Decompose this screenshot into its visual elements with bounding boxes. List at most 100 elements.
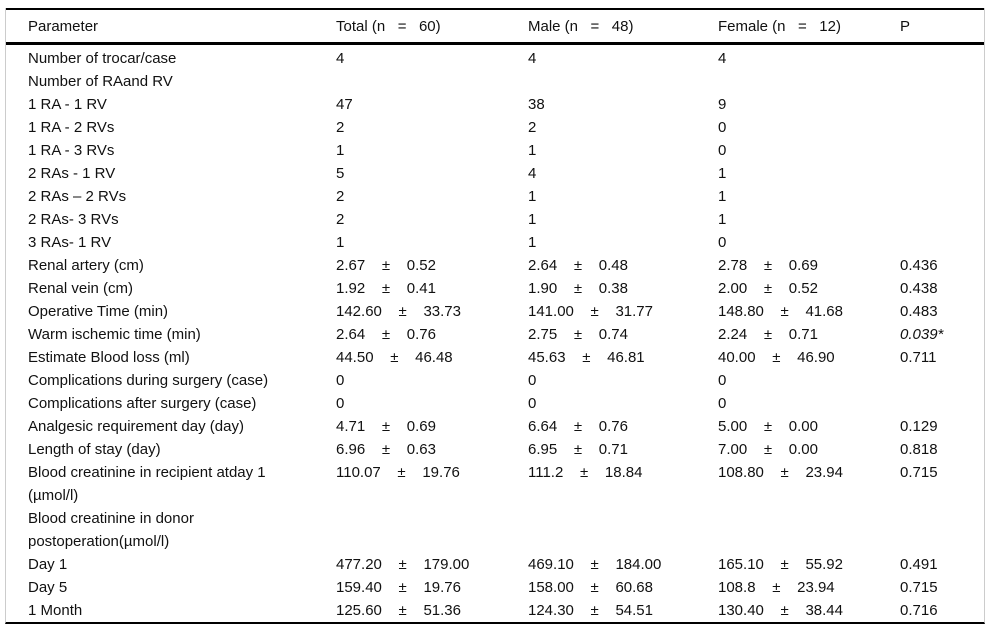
total-cell: 4.71 ± 0.69: [336, 418, 436, 435]
p-value-cell: 0.129: [900, 418, 938, 435]
table-row: 2 RAs – 2 RVs 2 1 1: [6, 185, 984, 208]
female-cell: [718, 507, 900, 553]
female-cell: 0: [718, 234, 727, 251]
parameter-cell: Length of stay (day): [28, 441, 161, 458]
parameter-cell: Complications during surgery (case): [28, 372, 269, 389]
parameter-cell: 1 RA - 2 RVs: [28, 119, 115, 136]
table-row: Blood creatinine in donor postoperation(…: [6, 507, 984, 553]
male-cell: 1: [528, 188, 537, 205]
female-cell: 0: [718, 372, 727, 389]
table-row: Number of trocar/case 4 4 4: [6, 44, 984, 71]
male-cell: 1: [528, 142, 537, 159]
parameter-cell: Number of RAand RV: [28, 73, 173, 90]
male-cell: 2.64 ± 0.48: [528, 257, 628, 274]
male-cell: [528, 70, 718, 93]
table-row: Renal artery (cm) 2.67 ± 0.52 2.64 ± 0.4…: [6, 254, 984, 277]
total-cell: [336, 507, 528, 553]
total-cell: 47: [336, 96, 353, 113]
female-cell: 1: [718, 188, 727, 205]
p-value-cell: 0.039*: [900, 326, 944, 343]
table-row: 2 RAs - 1 RV 5 4 1: [6, 162, 984, 185]
table-row: Day 1 477.20 ± 179.00 469.10 ± 184.00 16…: [6, 553, 984, 576]
total-cell: 477.20 ± 179.00: [336, 556, 470, 573]
male-cell: 1: [528, 234, 537, 251]
female-cell: 2.78 ± 0.69: [718, 257, 818, 274]
table-row: Number of RAand RV: [6, 70, 984, 93]
male-cell: 2.75 ± 0.74: [528, 326, 628, 343]
total-cell: 2: [336, 211, 345, 228]
total-cell: 1.92 ± 0.41: [336, 280, 436, 297]
male-cell: 38: [528, 96, 545, 113]
p-value-cell: 0.483: [900, 303, 938, 320]
male-cell: 4: [528, 165, 537, 182]
total-cell: 110.07 ± 19.76: [336, 464, 460, 481]
female-cell: 148.80 ± 41.68: [718, 303, 843, 320]
parameter-cell: Operative Time (min): [28, 303, 169, 320]
total-cell: 0: [336, 372, 345, 389]
female-cell: 1: [718, 211, 727, 228]
p-value-cell: 0.715: [900, 579, 938, 596]
female-cell: 108.80 ± 23.94: [718, 464, 843, 481]
female-cell: 7.00 ± 0.00: [718, 441, 818, 458]
table-row: Day 5 159.40 ± 19.76 158.00 ± 60.68 108.…: [6, 576, 984, 599]
female-cell: 0: [718, 395, 727, 412]
female-cell: 0: [718, 142, 727, 159]
female-cell: 130.40 ± 38.44: [718, 602, 843, 619]
male-cell: 158.00 ± 60.68: [528, 579, 653, 596]
male-cell: 469.10 ± 184.00: [528, 556, 662, 573]
p-value-cell: [900, 369, 984, 392]
parameter-cell: Estimate Blood loss (ml): [28, 349, 190, 366]
male-cell: [528, 507, 718, 553]
table-row: Renal vein (cm) 1.92 ± 0.41 1.90 ± 0.38 …: [6, 277, 984, 300]
parameter-cell: 3 RAs- 1 RV: [28, 234, 112, 251]
total-cell: 0: [336, 395, 345, 412]
p-value-cell: [900, 185, 984, 208]
table-row: Complications after surgery (case) 0 0 0: [6, 392, 984, 415]
female-cell: 1: [718, 165, 727, 182]
p-value-cell: [900, 507, 984, 553]
p-value-cell: [900, 208, 984, 231]
p-value-cell: [900, 44, 984, 71]
total-cell: 2: [336, 119, 345, 136]
parameter-cell: Renal vein (cm): [28, 280, 134, 297]
header-row: Parameter Total (n = 60) Male (n = 48) F…: [6, 8, 984, 45]
total-cell: 1: [336, 234, 345, 251]
female-cell: 5.00 ± 0.00: [718, 418, 818, 435]
female-cell: 4: [718, 50, 727, 67]
male-cell: 6.95 ± 0.71: [528, 441, 628, 458]
table-row: 1 Month 125.60 ± 51.36 124.30 ± 54.51 13…: [6, 599, 984, 622]
male-cell: 0: [528, 372, 537, 389]
male-cell: 141.00 ± 31.77: [528, 303, 653, 320]
female-cell: 9: [718, 96, 727, 113]
parameter-cell: 1 Month: [28, 602, 83, 619]
p-value-cell: 0.436: [900, 257, 938, 274]
parameter-cell: 1 RA - 3 RVs: [28, 142, 115, 159]
total-cell: 4: [336, 50, 345, 67]
total-cell: 125.60 ± 51.36: [336, 602, 461, 619]
male-cell: 0: [528, 395, 537, 412]
statistics-table-frame: Parameter Total (n = 60) Male (n = 48) F…: [5, 8, 985, 624]
column-header-female: Female (n = 12): [718, 8, 900, 45]
p-value-cell: 0.711: [900, 349, 937, 366]
parameter-cell: 2 RAs – 2 RVs: [28, 188, 127, 205]
p-value-cell: 0.491: [900, 556, 938, 573]
parameter-cell: Renal artery (cm): [28, 257, 144, 274]
p-value-cell: [900, 162, 984, 185]
parameter-cell: Blood creatinine in donor postoperation(…: [28, 510, 194, 550]
total-cell: [336, 70, 528, 93]
female-cell: 40.00 ± 46.90: [718, 349, 835, 366]
p-value-cell: 0.715: [900, 464, 938, 481]
male-cell: 6.64 ± 0.76: [528, 418, 628, 435]
parameter-cell: Analgesic requirement day (day): [28, 418, 244, 435]
female-cell: 108.8 ± 23.94: [718, 579, 835, 596]
table-row: Estimate Blood loss (ml) 44.50 ± 46.48 4…: [6, 346, 984, 369]
male-cell: 1.90 ± 0.38: [528, 280, 628, 297]
parameter-cell: Warm ischemic time (min): [28, 326, 201, 343]
p-value-cell: [900, 116, 984, 139]
table-row: 2 RAs- 3 RVs 2 1 1: [6, 208, 984, 231]
p-value-cell: [900, 139, 984, 162]
total-cell: 6.96 ± 0.63: [336, 441, 436, 458]
p-value-cell: [900, 93, 984, 116]
column-header-male: Male (n = 48): [528, 8, 718, 45]
female-cell: 165.10 ± 55.92: [718, 556, 843, 573]
